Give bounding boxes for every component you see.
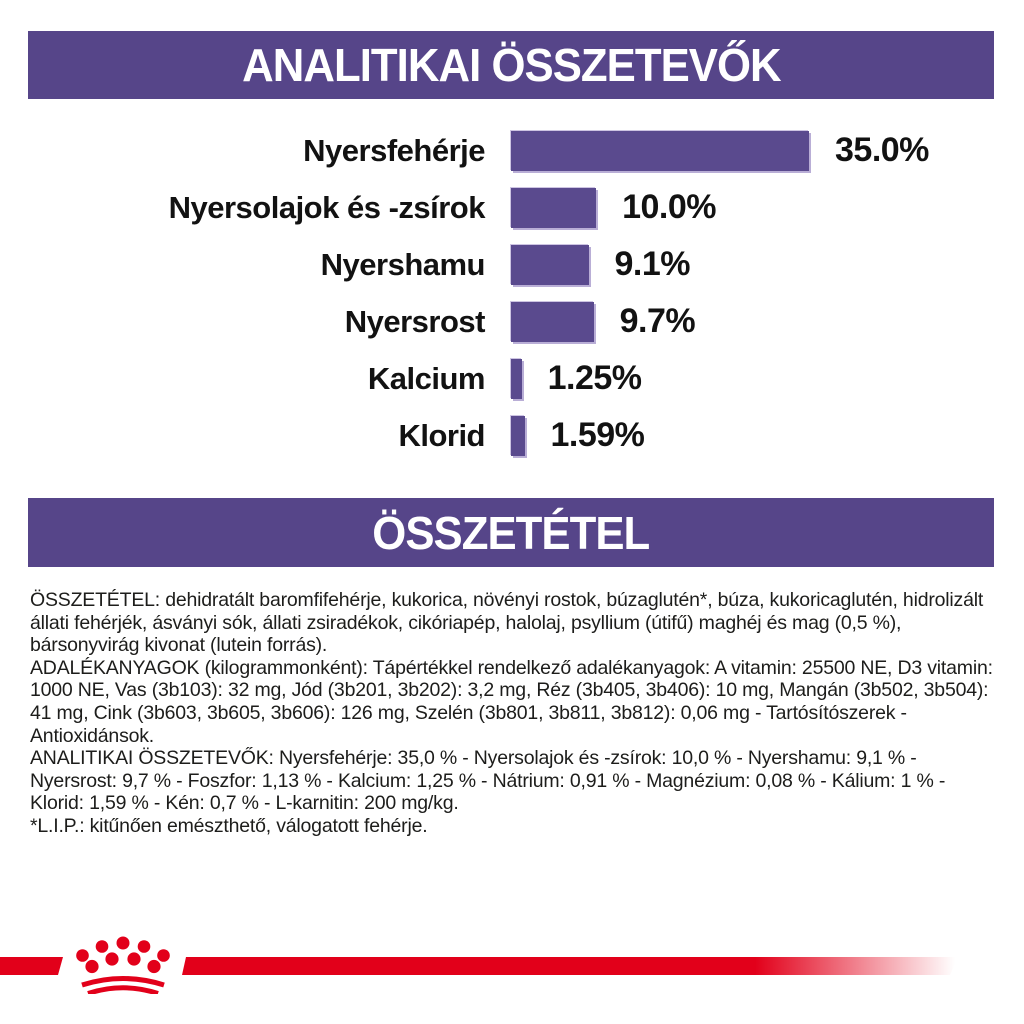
red-stripe-right	[182, 957, 958, 975]
bar-row: Nyersfehérje 35.0%	[30, 122, 996, 179]
bar	[511, 244, 589, 285]
bar-row: Nyersolajok és -zsírok 10.0%	[30, 179, 996, 236]
bar-track	[511, 244, 589, 285]
royal-canin-crown-icon	[76, 936, 170, 994]
bar-label: Nyershamu	[320, 246, 486, 282]
bar-value: 35.0%	[835, 131, 929, 169]
bar-value: 1.25%	[547, 359, 642, 397]
red-stripe	[0, 957, 958, 975]
bar-track	[511, 358, 522, 399]
bar-track	[511, 187, 597, 228]
bar-track	[511, 130, 809, 171]
bar	[511, 187, 597, 228]
bar-label: Kalcium	[367, 360, 486, 396]
bar-value: 10.0%	[622, 188, 716, 226]
bar-row: Kalcium 1.25%	[30, 350, 996, 407]
bar-row: Nyershamu 9.1%	[30, 236, 996, 293]
bar-label: Klorid	[398, 417, 485, 453]
red-stripe-left	[0, 957, 63, 975]
bar-track	[511, 301, 594, 342]
bar	[511, 415, 525, 456]
composition-banner-title: ÖSSZETÉTEL	[372, 506, 650, 559]
bar-value: 9.7%	[619, 302, 696, 340]
bar-row: Nyersrost 9.7%	[30, 293, 996, 350]
bar	[511, 358, 522, 399]
analytical-banner: ANALITIKAI ÖSSZETEVŐK	[28, 31, 994, 99]
bar	[511, 130, 809, 171]
bar-label: Nyersfehérje	[303, 132, 485, 168]
bar-row: Klorid 1.59%	[30, 407, 996, 464]
bar-label: Nyersolajok és -zsírok	[168, 189, 486, 225]
paragraph: ÖSSZETÉTEL: dehidratált baromfifehérje, …	[30, 589, 984, 657]
paragraph: ADALÉKANYAGOK (kilogrammonként): Tápérté…	[30, 656, 993, 747]
composition-banner: ÖSSZETÉTEL	[28, 498, 994, 567]
bar-value: 1.59%	[550, 416, 645, 454]
analytical-bar-chart: Nyersfehérje 35.0% Nyersolajok és -zsírok 1…	[30, 122, 996, 464]
bar-track	[511, 415, 525, 456]
bar-value: 9.1%	[614, 245, 691, 283]
bar	[511, 301, 594, 342]
paragraph: ANALITIKAI ÖSSZETEVŐK: Nyersfehérje: 35,…	[30, 747, 946, 815]
paragraph: *L.I.P.: kitűnően emészthető, válogatott…	[30, 814, 428, 837]
composition-text-block: ÖSSZETÉTEL: dehidratált baromfifehérje, …	[30, 589, 996, 838]
analytical-banner-title: ANALITIKAI ÖSSZETEVŐK	[241, 39, 781, 91]
bar-label: Nyersrost	[344, 303, 486, 339]
